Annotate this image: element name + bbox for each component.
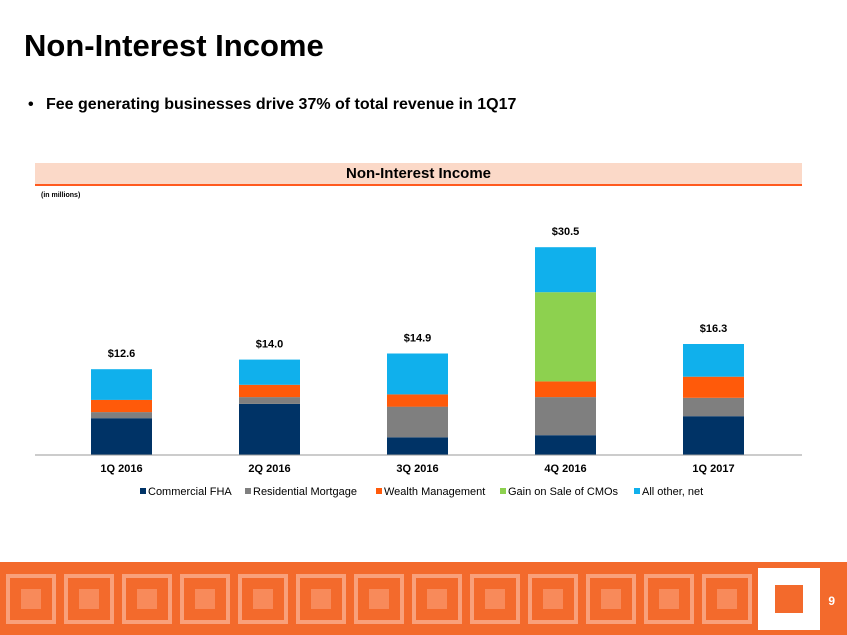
page-number: 9 (828, 594, 835, 608)
legend-swatch (376, 488, 382, 494)
bullet-icon: • (28, 96, 34, 113)
footer-square (296, 574, 346, 624)
footer-square (586, 574, 636, 624)
bar-segment (239, 397, 300, 404)
footer-square (122, 574, 172, 624)
bar-segment (239, 403, 300, 455)
footer-square-inner (717, 589, 737, 609)
category-label: 1Q 2017 (692, 463, 734, 475)
footer-square-inner (253, 589, 273, 609)
legend-label: Residential Mortgage (253, 486, 357, 498)
category-label: 2Q 2016 (248, 463, 290, 475)
bar-segment (91, 418, 152, 455)
footer-square-inner (311, 589, 331, 609)
footer-square-inner (369, 589, 389, 609)
legend-swatch (634, 488, 640, 494)
legend-swatch (500, 488, 506, 494)
bar-segment (535, 435, 596, 455)
footer-square (238, 574, 288, 624)
footer-square-inner (195, 589, 215, 609)
footer-square (412, 574, 462, 624)
stacked-bar-chart: $12.6 1Q 2016 $14.0 2Q 2016 $14.9 3Q 2016 $30.… (35, 226, 802, 498)
legend-label: Wealth Management (384, 486, 485, 498)
bar-segment (535, 381, 596, 398)
legend-label: Commercial FHA (148, 486, 232, 498)
bar-segment (239, 359, 300, 385)
footer-square (528, 574, 578, 624)
bullet-point: • Fee generating businesses drive 37% of … (28, 96, 516, 114)
bar-segment (535, 247, 596, 293)
total-label: $14.0 (256, 339, 284, 351)
bar-segment (683, 376, 744, 398)
footer-square-inner (659, 589, 679, 609)
footer-square (702, 574, 752, 624)
footer-square-inner (137, 589, 157, 609)
footer-square (64, 574, 114, 624)
bar-segment (535, 397, 596, 436)
bar-segment (387, 437, 448, 455)
footer-square (644, 574, 694, 624)
bar-segment (387, 394, 448, 407)
category-label: 1Q 2016 (100, 463, 142, 475)
bar-segment (91, 369, 152, 400)
bar-segment (683, 344, 744, 377)
footer-square-inner (21, 589, 41, 609)
logo-inner (775, 585, 803, 613)
chart-header: Non-Interest Income (35, 163, 802, 186)
legend-label: Gain on Sale of CMOs (508, 486, 619, 498)
legend-label: All other, net (642, 486, 703, 498)
footer-pattern (0, 562, 847, 635)
footer-square-inner (601, 589, 621, 609)
legend-swatch (140, 488, 146, 494)
total-label: $12.6 (108, 348, 136, 360)
footer-square (6, 574, 56, 624)
footer-square (180, 574, 230, 624)
footer-square (470, 574, 520, 624)
total-label: $30.5 (552, 226, 580, 238)
page-title: Non-Interest Income (24, 28, 324, 63)
bar-segment (91, 399, 152, 413)
total-label: $16.3 (700, 323, 728, 335)
category-label: 4Q 2016 (544, 463, 586, 475)
units-note: (in millions) (41, 192, 81, 199)
bar-segment (683, 416, 744, 455)
footer-square-inner (543, 589, 563, 609)
footer-square (354, 574, 404, 624)
footer-squares (6, 568, 820, 630)
footer-square-inner (427, 589, 447, 609)
legend-swatch (245, 488, 251, 494)
category-label: 3Q 2016 (396, 463, 438, 475)
bar-segment (387, 353, 448, 395)
bar-segment (387, 406, 448, 438)
bar-segment (535, 292, 596, 382)
footer-square-inner (485, 589, 505, 609)
footer-square-inner (79, 589, 99, 609)
total-label: $14.9 (404, 333, 432, 345)
bar-segment (91, 412, 152, 419)
bar-segment (239, 384, 300, 398)
chart-title: Non-Interest Income (345, 165, 492, 182)
bar-segment (683, 397, 744, 417)
bullet-text: Fee generating businesses drive 37% of t… (46, 96, 517, 113)
